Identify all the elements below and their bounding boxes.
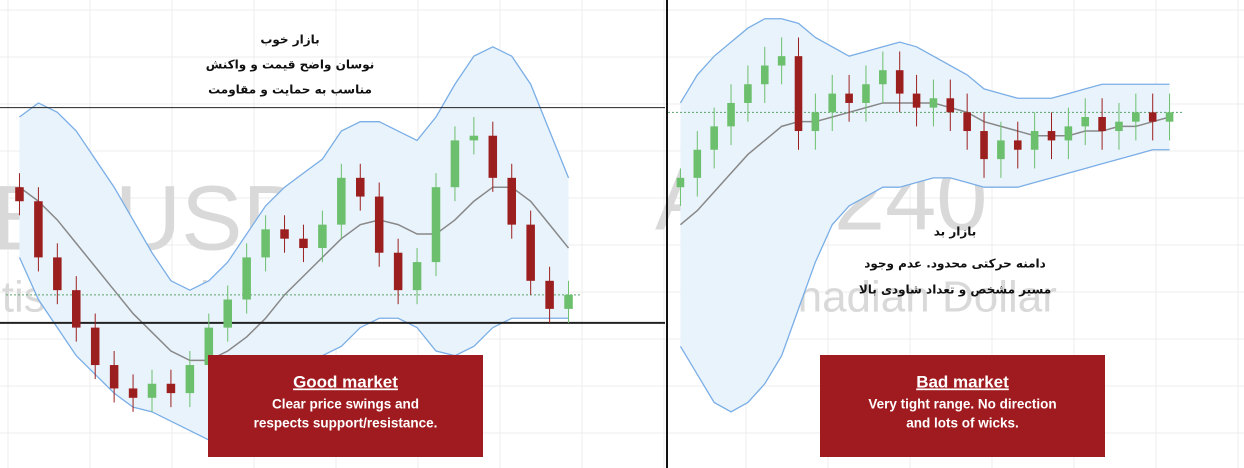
candle-body	[507, 177, 516, 225]
candle-body	[777, 56, 786, 66]
candle-body	[147, 383, 157, 398]
candle-body	[1115, 121, 1123, 132]
candle-body	[109, 365, 119, 389]
band-fill	[19, 46, 569, 440]
callout-text: Very tight range. No direction	[868, 397, 1056, 412]
callout-text: and lots of wicks.	[906, 416, 1019, 431]
callout-title: Good market	[293, 372, 398, 391]
candle-body	[879, 70, 887, 85]
candle-body	[811, 112, 820, 132]
candle-body	[53, 257, 62, 291]
candle-body	[1064, 126, 1073, 141]
candle-body	[845, 93, 853, 103]
candle-body	[299, 238, 308, 249]
annotation: نوسان واضح قیمت و واکنش	[206, 58, 374, 73]
candle-body	[72, 290, 81, 328]
candle-body	[450, 140, 460, 188]
candle-body	[488, 135, 498, 178]
moving-average	[19, 186, 570, 362]
band-line	[679, 149, 1170, 413]
annotation: مسیر مشخص و تعداد شاودی بالا	[859, 283, 1051, 298]
candle-body	[997, 140, 1005, 160]
candle-body	[895, 70, 904, 94]
annotation: مناسب به حمایت و مقاومت	[208, 83, 372, 98]
candle-body	[15, 187, 24, 202]
candle-body	[946, 98, 955, 113]
candle-body	[963, 112, 971, 132]
candle-body	[912, 93, 921, 108]
candle-body	[760, 65, 769, 85]
candle-body	[431, 187, 441, 263]
candle-body	[90, 327, 100, 366]
candle-body	[128, 388, 138, 398]
candle-body	[929, 98, 938, 108]
callout-title: Bad market	[916, 372, 1009, 391]
candle-body	[374, 196, 384, 253]
candle-body	[185, 365, 195, 394]
band-fill	[680, 18, 1170, 412]
candle-body	[1030, 131, 1039, 150]
candle-body	[980, 131, 988, 160]
candle-body	[794, 56, 803, 132]
candle-body	[1047, 131, 1056, 141]
candle-body	[469, 135, 479, 141]
moving-average	[679, 102, 1170, 226]
callout-box	[208, 355, 483, 457]
candle-body	[280, 229, 289, 239]
candle-body	[693, 149, 702, 178]
candle-body	[862, 84, 870, 103]
candle-body	[710, 126, 718, 150]
band-line	[679, 18, 1170, 104]
candle-body	[34, 201, 43, 258]
candle-body	[318, 224, 327, 249]
candle-body	[1013, 140, 1022, 150]
candle-body	[1081, 117, 1090, 127]
candle-body	[744, 84, 752, 103]
annotation: بازار بد	[934, 225, 977, 239]
callout-text: Clear price swings and	[272, 397, 419, 412]
annotation: بازار خوب	[260, 33, 319, 48]
callout-text: respects support/resistance.	[254, 416, 438, 431]
candle-body	[166, 383, 176, 394]
annotation: دامنه حرکتی محدود. عدم وجود	[864, 257, 1046, 272]
candle-body	[261, 229, 270, 258]
candle-body	[337, 177, 346, 225]
candle-body	[676, 177, 685, 188]
candle-body	[1098, 117, 1106, 132]
candle-body	[242, 257, 251, 300]
candle-body	[356, 177, 365, 197]
callout-box	[820, 355, 1105, 457]
candle-body	[1165, 112, 1174, 122]
candle-body	[564, 294, 573, 309]
candle-body	[412, 262, 422, 291]
candle-body	[545, 280, 554, 309]
candle-body	[1148, 112, 1157, 122]
candle-body	[526, 224, 535, 281]
candle-body	[393, 252, 403, 291]
candle-body	[828, 93, 837, 113]
candle-body	[1132, 112, 1140, 122]
candle-body	[204, 327, 214, 366]
candle-body	[727, 102, 735, 127]
band-line	[19, 46, 570, 291]
candle-body	[223, 299, 232, 328]
